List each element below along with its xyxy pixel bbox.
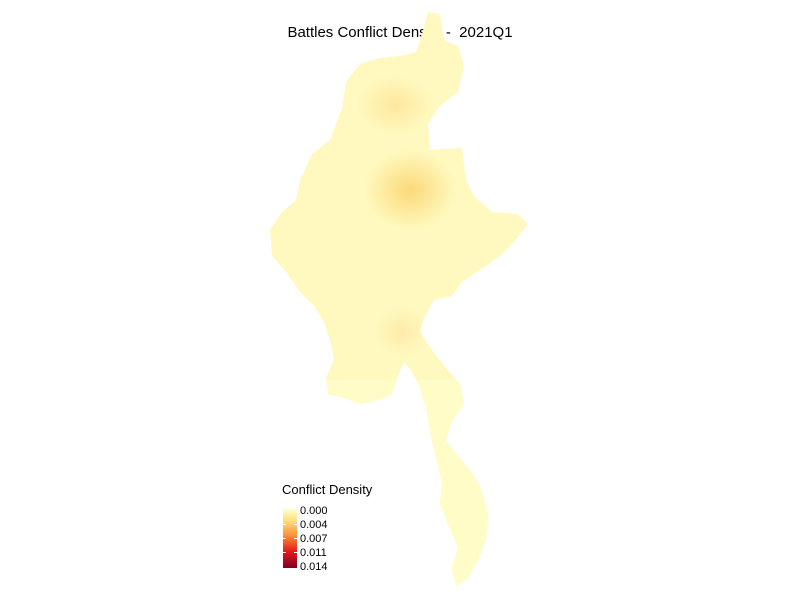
legend-tick-mark bbox=[283, 552, 286, 553]
legend-tick-label: 0.004 bbox=[300, 519, 328, 531]
legend-tick-mark bbox=[294, 552, 297, 553]
hotspot-northeast bbox=[364, 150, 456, 230]
legend-tick-label: 0.011 bbox=[300, 547, 327, 559]
legend-tick-label: 0.014 bbox=[300, 561, 328, 573]
legend-tick-mark bbox=[294, 538, 297, 539]
legend-tick-label: 0.007 bbox=[300, 533, 328, 545]
hotspot-central bbox=[374, 306, 430, 358]
legend-tick-mark bbox=[283, 538, 286, 539]
legend-color-bar bbox=[283, 509, 297, 568]
legend-tick-label: 0.000 bbox=[300, 505, 328, 517]
legend-tick-mark bbox=[294, 524, 297, 525]
hotspot-north bbox=[357, 75, 433, 135]
legend-title: Conflict Density bbox=[282, 482, 373, 497]
legend-tick-mark bbox=[283, 524, 286, 525]
